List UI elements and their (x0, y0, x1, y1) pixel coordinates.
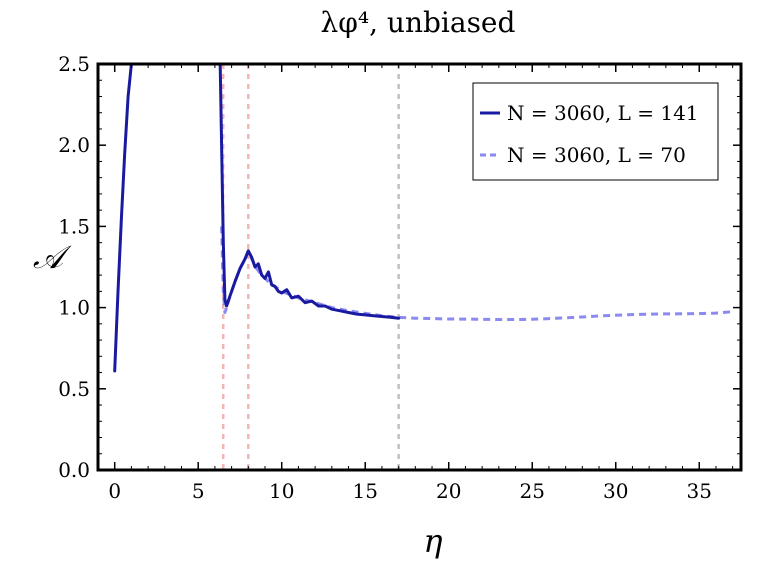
plot-area (113, 64, 733, 373)
series-line-1 (113, 64, 401, 373)
y-tick-label: 0.0 (58, 458, 90, 482)
y-axis-ticks: 0.0 0.5 1.0 1.5 2.0 2.5 (58, 52, 741, 482)
legend-label-series-2: N = 3060, L = 70 (507, 143, 686, 167)
legend-label-series-1: N = 3060, L = 141 (507, 101, 699, 125)
x-tick-label: 0 (108, 479, 121, 503)
x-tick-label: 10 (269, 479, 294, 503)
x-axis-label: η (423, 522, 442, 560)
x-tick-label: 35 (687, 479, 712, 503)
x-tick-label: 25 (520, 479, 545, 503)
x-tick-label: 15 (352, 479, 377, 503)
legend: N = 3060, L = 141 N = 3060, L = 70 (472, 82, 719, 181)
y-tick-label: 0.5 (58, 377, 90, 401)
plot-frame (96, 62, 743, 472)
y-tick-label: 2.5 (58, 52, 90, 76)
x-tick-label: 20 (436, 479, 461, 503)
y-tick-label: 1.5 (58, 214, 90, 238)
x-tick-label: 5 (192, 479, 205, 503)
legend-box (472, 82, 719, 181)
y-tick-label: 1.0 (58, 296, 90, 320)
x-axis-ticks: 0 5 10 15 20 25 30 35 (97, 64, 734, 503)
y-tick-label: 2.0 (58, 133, 90, 157)
chart-title: λφ⁴, unbiased (321, 6, 516, 39)
x-tick-label: 30 (603, 479, 628, 503)
